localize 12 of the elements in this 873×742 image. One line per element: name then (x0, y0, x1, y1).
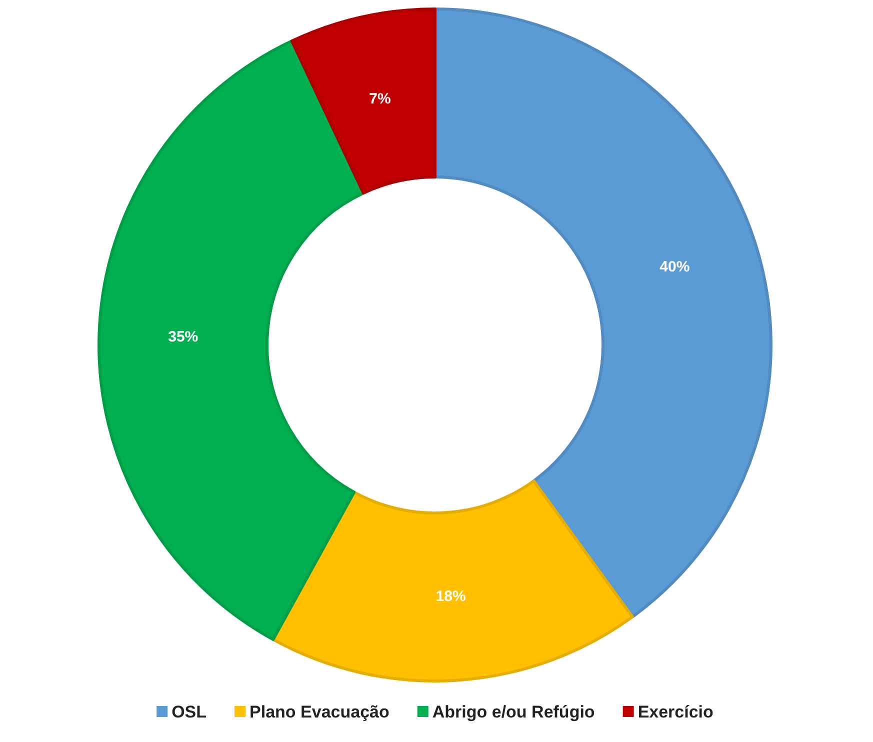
legend-label: Exercício (638, 702, 714, 722)
legend-label: Plano Evacuação (250, 702, 390, 722)
legend-label: OSL (172, 702, 207, 722)
donut-slice (290, 8, 436, 194)
data-label: 18% (436, 588, 466, 606)
data-label: 7% (369, 90, 391, 108)
data-label: 40% (660, 258, 690, 276)
donut-slice (98, 39, 365, 641)
donut-slice (434, 8, 772, 618)
donut-slice (272, 479, 634, 682)
data-label: 35% (168, 328, 198, 346)
legend-label: Abrigo e/ou Refúgio (432, 702, 595, 722)
